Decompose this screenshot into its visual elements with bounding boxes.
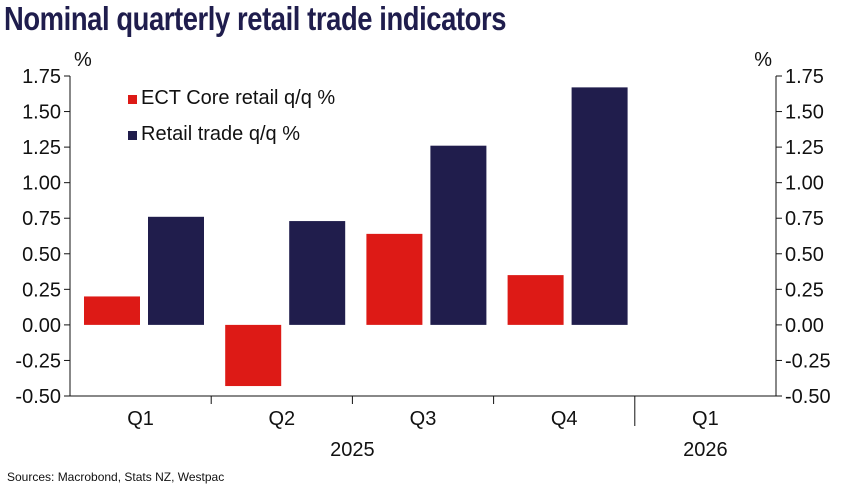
y-tick-label-left: 1.75 (22, 66, 61, 88)
y-tick-label-left: 1.50 (22, 102, 61, 124)
y-tick-label-right: 0.00 (785, 315, 824, 337)
y-tick-label-right: 0.25 (785, 279, 824, 301)
x-tick-label: Q1 (127, 408, 154, 430)
legend-label-1: ECT Core retail q/q % (141, 87, 335, 109)
bar-ect-core-1 (84, 296, 140, 325)
y-tick-label-right: -0.50 (785, 386, 831, 408)
y-tick-label-left: 0.50 (22, 244, 61, 266)
bar-retail-trade-4 (571, 87, 628, 325)
axes-layer: -0.50 -0.50 -0.25 -0.25 0.00 0.00 0.25 0.25 0.50… (15, 49, 830, 461)
x-tick-label: Q3 (410, 408, 437, 430)
y-tick-label-right: 0.75 (785, 208, 824, 230)
y-tick-label-left: 1.00 (22, 173, 61, 195)
legend-label-2: Retail trade q/q % (141, 123, 300, 145)
bar-ect-core-3 (366, 233, 423, 325)
x-tick-label: Q1 (692, 408, 719, 430)
bar-ect-core-4 (507, 275, 564, 325)
source-note: Sources: Macrobond, Stats NZ, Westpac (7, 470, 225, 484)
y-tick-label-right: -0.25 (785, 350, 831, 372)
y-tick-label-right: 1.75 (785, 66, 824, 88)
legend-swatch-1 (128, 95, 137, 104)
x-tick-label: Q2 (268, 408, 295, 430)
bar-retail-trade-2 (289, 221, 346, 325)
y-tick-label-left: 0.25 (22, 279, 61, 301)
y-unit-right: % (754, 49, 772, 71)
y-tick-label-left: 1.25 (22, 137, 61, 159)
bar-ect-core-2 (225, 324, 282, 387)
y-tick-label-right: 1.25 (785, 137, 824, 159)
legend-swatch-2 (128, 131, 137, 140)
y-unit-left: % (74, 49, 92, 71)
y-tick-label-left: -0.25 (15, 350, 61, 372)
year-label-2025: 2025 (330, 439, 375, 461)
y-tick-label-right: 0.50 (785, 244, 824, 266)
chart-title: Nominal quarterly retail trade indicator… (4, 0, 507, 37)
y-tick-label-left: 0.00 (22, 315, 61, 337)
y-tick-label-right: 1.50 (785, 102, 824, 124)
x-tick-label: Q4 (551, 408, 578, 430)
y-tick-label-left: -0.50 (15, 386, 61, 408)
bar-retail-trade-3 (430, 145, 487, 325)
year-label-2026: 2026 (683, 439, 728, 461)
y-tick-label-right: 1.00 (785, 173, 824, 195)
legend: ECT Core retail q/q % Retail trade q/q % (128, 87, 335, 145)
y-tick-label-left: 0.75 (22, 208, 61, 230)
bar-retail-trade-1 (148, 216, 204, 325)
bars-layer (84, 87, 628, 387)
